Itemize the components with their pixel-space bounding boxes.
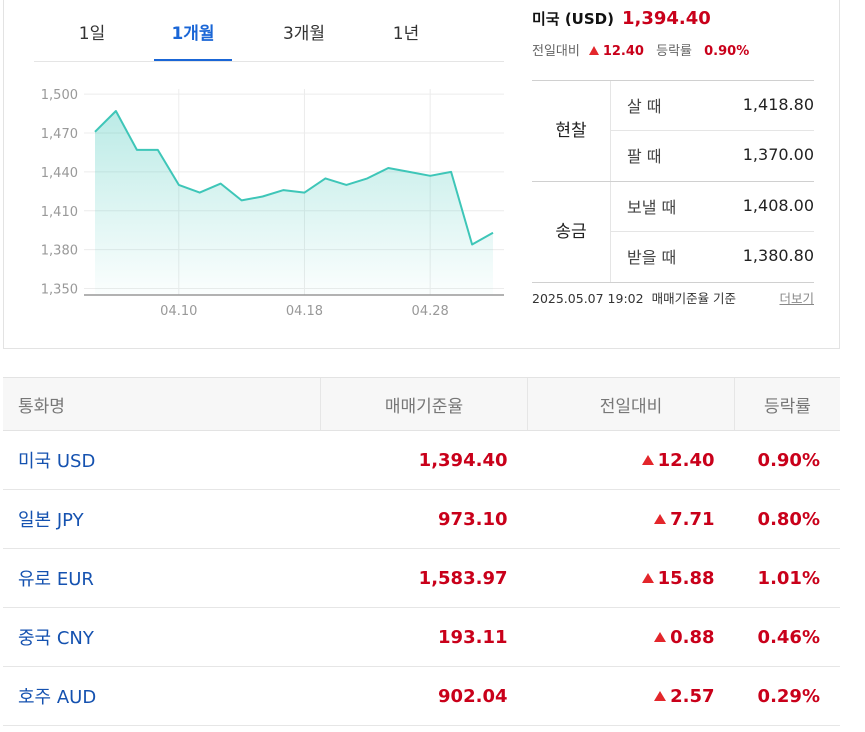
cash-group: 현찰 살 때 1,418.80 팔 때 1,370.00 <box>532 81 814 182</box>
currency-rate: 973.10 <box>438 508 508 530</box>
table-row[interactable]: 일본 JPY 973.10 7.71 0.80% <box>3 489 840 549</box>
header-currency-name: 통화명 <box>3 377 321 431</box>
currency-table-header: 통화명 매매기준율 전일대비 등락률 <box>3 377 840 431</box>
cash-label: 현찰 <box>532 81 611 181</box>
remit-send-value: 1,408.00 <box>742 196 814 215</box>
up-arrow-icon <box>654 631 667 642</box>
currency-pct: 1.01% <box>757 567 820 589</box>
cash-sell-label: 팔 때 <box>627 147 662 166</box>
currency-pct: 0.80% <box>757 508 820 530</box>
currency-change: 7.71 <box>670 508 715 530</box>
period-tabs: 1일 1개월 3개월 1년 <box>34 0 504 62</box>
currency-change: 12.40 <box>657 449 715 471</box>
tab-3-months[interactable]: 3개월 <box>282 24 326 44</box>
y-tick-label: 1,380 <box>41 244 78 259</box>
table-row[interactable]: 유로 EUR 1,583.97 15.88 1.01% <box>3 548 840 608</box>
currency-link[interactable]: 호주 AUD <box>18 687 97 708</box>
up-arrow-icon <box>654 690 667 701</box>
remit-send-row: 보낼 때 1,408.00 <box>611 182 814 232</box>
rate-chart-svg: 1,500 1,470 1,440 1,410 1,380 1,350 04.10 04.18… <box>41 88 504 319</box>
summary-pct-label: 등락률 <box>656 44 692 59</box>
remit-send-label: 보낼 때 <box>627 198 677 217</box>
x-tick-label: 04.18 <box>286 304 323 319</box>
up-arrow-icon <box>588 46 599 55</box>
summary-country: 미국 (USD) <box>532 10 614 28</box>
cash-sell-value: 1,370.00 <box>742 145 814 164</box>
currency-link[interactable]: 미국 USD <box>18 451 96 472</box>
remit-label: 송금 <box>532 182 611 282</box>
up-arrow-icon <box>641 572 654 583</box>
remit-receive-row: 받을 때 1,380.80 <box>611 232 814 282</box>
summary-change: 12.40 <box>602 44 644 59</box>
header-pct: 등락률 <box>734 377 840 431</box>
x-tick-label: 04.10 <box>160 304 197 319</box>
y-tick-label: 1,470 <box>41 127 78 142</box>
remit-receive-value: 1,380.80 <box>742 246 814 265</box>
cash-remit-table: 현찰 살 때 1,418.80 팔 때 1,370.00 송금 보낼 때 1,4… <box>532 80 814 283</box>
remit-receive-label: 받을 때 <box>627 248 677 267</box>
cash-sell-row: 팔 때 1,370.00 <box>611 131 814 181</box>
currency-change: 0.88 <box>670 626 715 648</box>
cash-buy-row: 살 때 1,418.80 <box>611 81 814 131</box>
rate-footer: 2025.05.07 19:02 매매기준율 기준 더보기 <box>532 288 814 307</box>
remit-group: 송금 보낼 때 1,408.00 받을 때 1,380.80 <box>532 182 814 283</box>
currency-pct: 0.29% <box>757 685 820 707</box>
summary-rate: 1,394.40 <box>621 8 711 29</box>
y-tick-label: 1,350 <box>41 283 78 298</box>
currency-pct: 0.90% <box>757 449 820 471</box>
tab-1-day[interactable]: 1일 <box>78 24 106 44</box>
table-row[interactable]: 호주 AUD 902.04 2.57 0.29% <box>3 666 840 726</box>
table-row[interactable]: 미국 USD 1,394.40 12.40 0.90% <box>3 430 840 490</box>
currency-change: 15.88 <box>657 567 715 589</box>
currency-rate: 902.04 <box>438 685 508 707</box>
tab-1-month[interactable]: 1개월 <box>154 19 232 61</box>
chart-area <box>95 111 493 295</box>
currency-pct: 0.46% <box>757 626 820 648</box>
y-tick-label: 1,440 <box>41 166 78 181</box>
footer-time: 2025.05.07 19:02 <box>532 291 644 306</box>
currency-rate: 1,394.40 <box>418 449 508 471</box>
y-tick-label: 1,500 <box>41 88 78 103</box>
currency-link[interactable]: 일본 JPY <box>18 510 84 531</box>
summary-pct: 0.90% <box>704 44 750 59</box>
summary-title: 미국 (USD) 1,394.40 <box>532 8 711 29</box>
currency-table: 통화명 매매기준율 전일대비 등락률 미국 USD 1,394.40 12.40… <box>3 377 840 726</box>
currency-rate: 1,583.97 <box>418 567 508 589</box>
more-link[interactable]: 더보기 <box>779 291 814 306</box>
cash-buy-value: 1,418.80 <box>742 95 814 114</box>
x-tick-label: 04.28 <box>412 304 449 319</box>
footer-basis: 매매기준율 기준 <box>651 291 737 306</box>
exchange-rate-panel: 1일 1개월 3개월 1년 1,500 1,470 1,440 1,410 1,380 1… <box>3 0 840 349</box>
up-arrow-icon <box>641 454 654 465</box>
y-tick-label: 1,410 <box>41 205 78 220</box>
header-change: 전일대비 <box>527 377 735 431</box>
summary-change-label: 전일대비 <box>532 44 580 59</box>
chart-series-line <box>94 110 494 246</box>
header-base-rate: 매매기준율 <box>320 377 528 431</box>
currency-link[interactable]: 중국 CNY <box>18 628 94 649</box>
rate-chart: 1,500 1,470 1,440 1,410 1,380 1,350 04.10 04.18… <box>4 79 524 329</box>
currency-rate: 193.11 <box>438 626 508 648</box>
currency-link[interactable]: 유로 EUR <box>18 569 94 590</box>
up-arrow-icon <box>654 513 667 524</box>
summary-change-line: 전일대비 12.40 등락률 0.90% <box>532 40 749 59</box>
cash-buy-label: 살 때 <box>627 97 662 116</box>
currency-change: 2.57 <box>670 685 715 707</box>
table-row[interactable]: 중국 CNY 193.11 0.88 0.46% <box>3 607 840 667</box>
tab-1-year[interactable]: 1년 <box>392 24 420 44</box>
